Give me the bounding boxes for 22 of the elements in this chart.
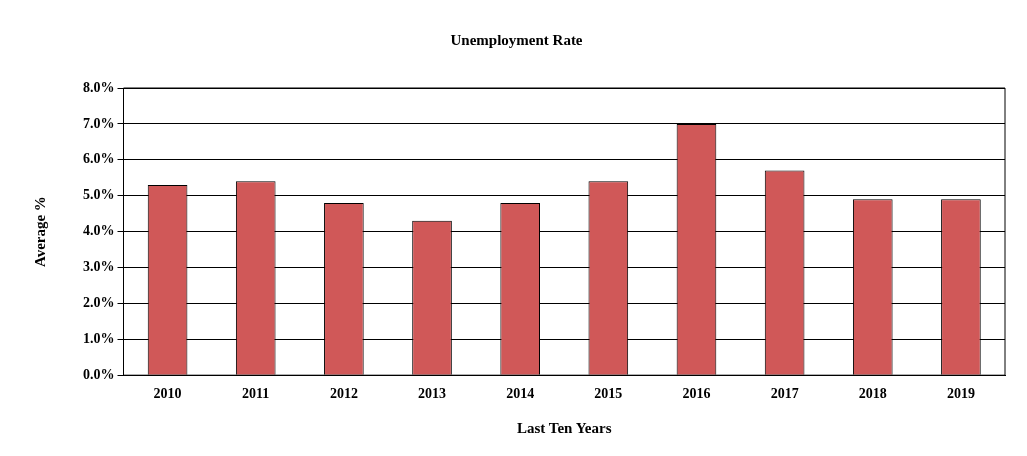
- y-tick-label: 0.0%: [83, 366, 115, 382]
- x-tick-label: 2015: [594, 386, 623, 402]
- x-tick-label: 2017: [770, 386, 799, 402]
- x-tick-label: 2014: [506, 386, 535, 402]
- y-tick-label: 7.0%: [83, 115, 115, 131]
- x-tick-label: 2011: [242, 386, 270, 402]
- y-axis-title: Average %: [31, 196, 48, 268]
- x-tick-label: 2016: [682, 386, 711, 402]
- x-tick-label: 2018: [858, 386, 887, 402]
- y-tick-label: 1.0%: [83, 330, 115, 346]
- y-tick-label: 6.0%: [83, 151, 115, 167]
- y-tick-label: 3.0%: [83, 259, 115, 275]
- x-axis-title: Last Ten Years: [517, 419, 612, 436]
- y-tick-label: 8.0%: [83, 79, 115, 95]
- y-tick-label: 2.0%: [83, 295, 115, 311]
- chart-title: Unemployment Rate: [450, 31, 583, 48]
- x-tick-label: 2012: [329, 386, 358, 402]
- x-tick-label: 2019: [946, 386, 975, 402]
- x-tick-label: 2013: [418, 386, 447, 402]
- x-tick-label: 2010: [153, 386, 182, 402]
- y-tick-label: 5.0%: [83, 187, 115, 203]
- y-tick-label: 4.0%: [83, 223, 115, 239]
